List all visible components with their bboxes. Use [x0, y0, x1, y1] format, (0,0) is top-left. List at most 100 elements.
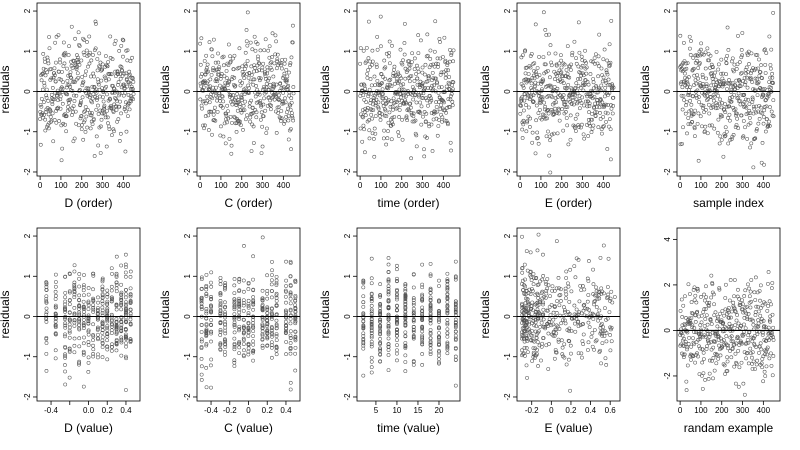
data-point [771, 338, 776, 342]
data-point [758, 341, 763, 346]
data-point [87, 95, 92, 100]
data-point [226, 63, 231, 67]
data-point [106, 60, 111, 64]
data-point [232, 358, 237, 363]
data-point [552, 84, 557, 89]
y-tick-label: 1 [663, 49, 672, 54]
data-point [222, 74, 227, 79]
data-point [741, 381, 746, 386]
data-point [554, 311, 559, 315]
data-point [269, 103, 273, 108]
data-point [701, 103, 706, 108]
data-point [386, 129, 390, 134]
data-point [258, 48, 263, 53]
data-point [377, 93, 382, 98]
data-point [224, 117, 228, 122]
data-point [240, 81, 245, 85]
data-point [444, 110, 448, 115]
data-point [569, 351, 573, 356]
x-tick-label: 300 [736, 406, 750, 415]
data-point [433, 19, 438, 24]
data-point [206, 113, 211, 118]
data-point [107, 127, 112, 131]
data-point [63, 382, 68, 387]
data-point [557, 303, 562, 308]
data-point [118, 76, 123, 81]
data-point [396, 70, 400, 75]
data-point [737, 78, 742, 83]
data-point [81, 120, 86, 125]
data-point [594, 285, 598, 290]
data-point [402, 21, 407, 26]
data-point [63, 334, 67, 339]
data-point [545, 108, 550, 113]
data-point [445, 334, 450, 339]
data-point [714, 361, 719, 366]
data-point [247, 86, 251, 90]
data-point [722, 134, 727, 139]
data-point [260, 288, 265, 293]
data-point [376, 106, 381, 111]
data-point [536, 93, 541, 98]
data-point [561, 128, 566, 133]
data-point [689, 39, 693, 43]
data-point [257, 78, 262, 83]
data-point [552, 356, 557, 361]
y-axis-label: residuals [0, 290, 12, 338]
data-point [439, 70, 444, 75]
data-point [199, 74, 203, 79]
data-point [741, 119, 746, 123]
data-point [82, 317, 86, 322]
data-point [771, 10, 776, 15]
data-point [124, 288, 128, 292]
data-point [445, 327, 450, 332]
data-point [548, 43, 553, 48]
data-point [719, 137, 724, 142]
data-point [599, 83, 604, 88]
data-point [582, 136, 587, 141]
data-point [585, 104, 590, 109]
data-point [275, 52, 280, 57]
data-point [599, 286, 604, 291]
data-point [526, 105, 531, 110]
data-point [609, 103, 613, 108]
data-point [210, 68, 215, 73]
data-point [277, 115, 282, 119]
data-point [386, 54, 391, 59]
data-point [699, 103, 704, 107]
data-point [115, 72, 120, 77]
x-axis-label: sample index [693, 196, 764, 210]
data-point [293, 351, 298, 356]
data-point [199, 103, 204, 108]
data-point [67, 44, 71, 48]
data-point [587, 121, 592, 126]
data-point [386, 336, 391, 341]
data-point [268, 107, 273, 112]
data-point [52, 71, 56, 75]
data-point [538, 101, 543, 105]
data-point [400, 117, 405, 122]
data-point [405, 118, 410, 123]
data-point [736, 99, 741, 103]
data-point [85, 108, 90, 112]
data-point [245, 59, 250, 63]
data-point [131, 80, 136, 84]
data-point [727, 298, 732, 303]
data-point [732, 83, 737, 87]
data-point [251, 124, 256, 129]
data-point [403, 98, 407, 103]
data-point [420, 83, 425, 88]
data-point [425, 32, 430, 37]
data-point [366, 68, 370, 73]
data-point [95, 77, 100, 82]
data-point [222, 121, 227, 126]
data-point [367, 128, 372, 133]
data-point [289, 100, 294, 105]
data-point [704, 295, 709, 299]
x-tick-label: 100 [54, 181, 68, 190]
data-point [422, 147, 426, 152]
data-point [80, 83, 85, 88]
data-point [381, 96, 386, 101]
